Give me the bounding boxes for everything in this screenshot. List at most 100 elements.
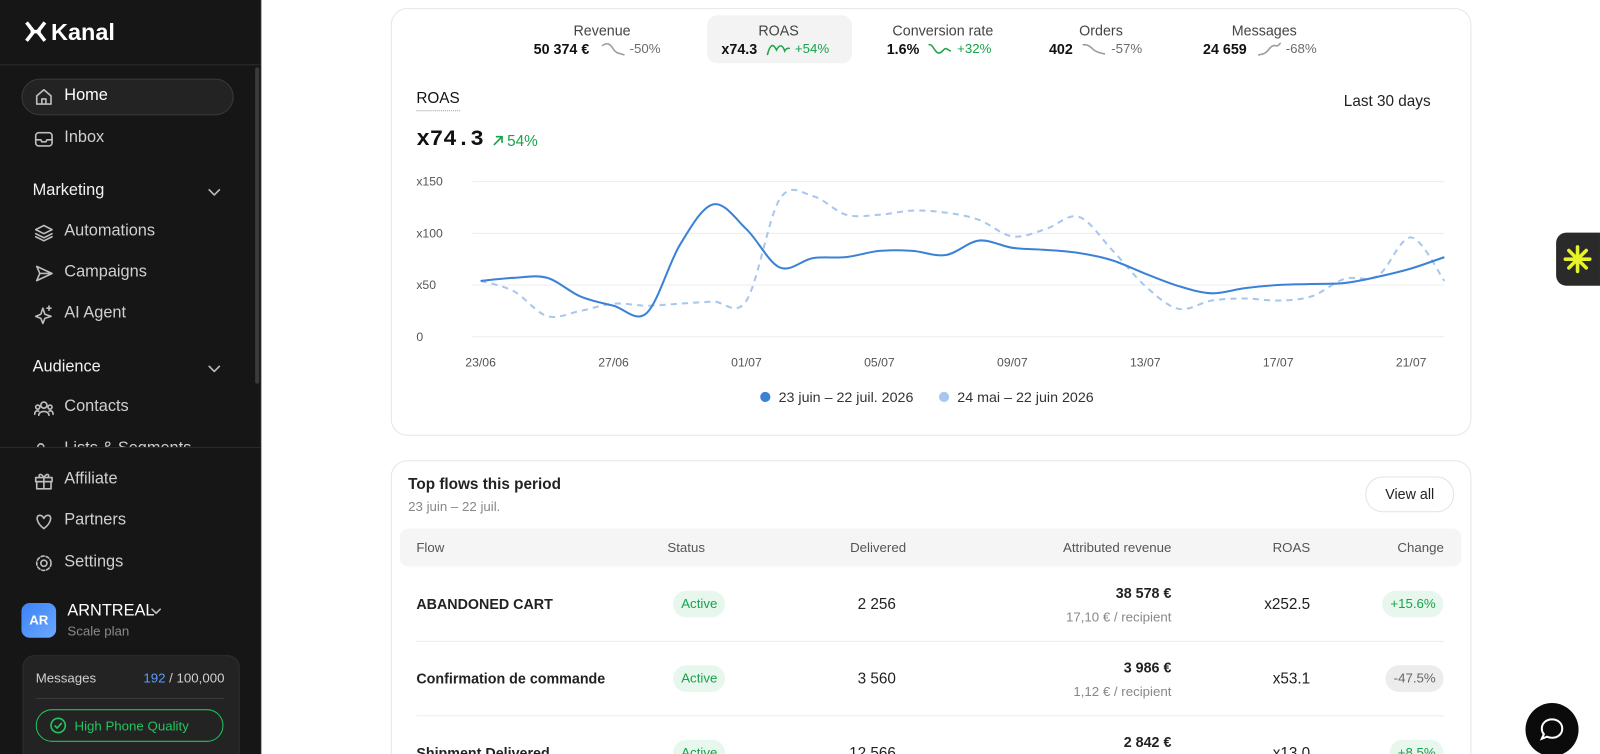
icon-part xyxy=(151,608,162,615)
metric-label[interactable]: Revenue xyxy=(573,22,631,39)
legend-swatch xyxy=(760,391,771,403)
icon-part xyxy=(766,44,791,56)
icon-settings xyxy=(35,555,52,572)
metric-value: x74.3 xyxy=(721,40,758,58)
column-header: Attributed revenue xyxy=(1063,539,1172,556)
roas: x53.1 xyxy=(1272,670,1311,688)
metric-change: -57% xyxy=(1111,40,1143,57)
change-pill: +8.5% xyxy=(1389,739,1444,754)
icon-part xyxy=(25,21,47,42)
nav-label[interactable]: Partners xyxy=(64,511,126,529)
sidebar: Kanal Home Inbox Marketing Automations C… xyxy=(0,0,262,754)
legend-swatch xyxy=(938,391,950,403)
chevron xyxy=(208,365,221,373)
workspace-name[interactable]: ARNTREAL xyxy=(67,602,155,620)
icon-home xyxy=(35,88,52,105)
y-tick-label: x100 xyxy=(416,226,443,240)
icon-part xyxy=(47,404,53,410)
icon-sparkle xyxy=(34,305,52,325)
icon-part xyxy=(1082,43,1106,55)
column-header: Change xyxy=(1397,539,1444,556)
icon-part xyxy=(50,717,67,734)
sparkline xyxy=(766,44,791,56)
icon-part xyxy=(35,265,53,282)
row-divider xyxy=(416,640,1444,642)
usage-label: Messages xyxy=(35,670,97,686)
icon-part xyxy=(38,473,50,490)
metric-label[interactable]: Conversion rate xyxy=(892,22,994,39)
series-line xyxy=(480,188,1446,318)
nav-label[interactable]: Automations xyxy=(64,222,156,240)
flow-name[interactable]: Confirmation de commande xyxy=(416,670,606,687)
icon-part xyxy=(601,42,625,56)
usage-card xyxy=(22,655,240,754)
section-title[interactable]: Marketing xyxy=(32,181,105,199)
metric-tab-active[interactable] xyxy=(707,15,853,64)
icon-part xyxy=(1539,718,1564,741)
flows-title: Top flows this period xyxy=(408,475,561,493)
delivered: 2 256 xyxy=(857,595,896,614)
x-tick-label: 01/07 xyxy=(731,355,762,369)
nav-label[interactable]: Inbox xyxy=(64,128,105,146)
status-pill: Active xyxy=(673,590,726,618)
nav-label[interactable]: Settings xyxy=(64,553,124,571)
chevron xyxy=(208,188,221,196)
nav-label[interactable]: Home xyxy=(64,86,108,105)
x-tick-label: 27/06 xyxy=(598,355,629,369)
nav-label[interactable]: Contacts xyxy=(64,397,129,416)
sparkline xyxy=(1257,42,1282,56)
metric-label[interactable]: Messages xyxy=(1231,22,1297,39)
metric-value: 402 xyxy=(1048,40,1073,58)
icon-part xyxy=(35,88,52,105)
quality-label[interactable]: High Phone Quality xyxy=(74,718,189,734)
section-title[interactable]: Audience xyxy=(32,358,101,376)
metric-value: 50 374 € xyxy=(533,40,590,58)
icon-part xyxy=(928,43,952,54)
flow-name[interactable]: ABANDONED CART xyxy=(416,595,553,613)
roas: x252.5 xyxy=(1264,595,1311,614)
metric-value: 1.6% xyxy=(886,40,920,58)
flow-name[interactable]: Shipment Delivered xyxy=(416,744,550,754)
icon-part xyxy=(36,514,52,530)
widget-icon xyxy=(1563,245,1592,274)
headline-value: x74.3 xyxy=(416,126,484,153)
metric-change: +54% xyxy=(794,40,830,57)
icon-part xyxy=(34,224,53,242)
y-tick-label: 0 xyxy=(416,330,423,344)
metric-change: -68% xyxy=(1285,40,1317,57)
icon-part xyxy=(1563,245,1592,274)
period-selector[interactable]: Last 30 days xyxy=(1343,92,1431,111)
metric-label[interactable]: Orders xyxy=(1079,22,1123,39)
icon-part xyxy=(1257,42,1282,56)
change-pill: -47.5% xyxy=(1385,665,1444,692)
metric-label[interactable]: ROAS xyxy=(758,22,799,39)
metric-value: 24 659 xyxy=(1203,40,1247,58)
metric-change: -50% xyxy=(629,40,661,57)
headline-change: 54% xyxy=(507,132,538,150)
legend-label: 24 mai – 22 juin 2026 xyxy=(957,390,1093,406)
chat-button[interactable] xyxy=(1525,703,1579,754)
quality-badge[interactable] xyxy=(35,709,224,742)
nav-label[interactable]: Campaigns xyxy=(64,263,147,281)
revenue: 3 986 € xyxy=(1123,659,1172,676)
view-all-button[interactable]: View all xyxy=(1365,476,1455,513)
icon-part xyxy=(39,559,48,568)
table-header xyxy=(399,528,1462,567)
per-recipient: 1,12 € / recipient xyxy=(1073,683,1172,699)
icon-part xyxy=(208,365,221,373)
icon-heart xyxy=(36,514,52,530)
x-tick-label: 17/07 xyxy=(1263,355,1294,369)
nav-item-active[interactable] xyxy=(21,78,234,116)
icon-contacts xyxy=(33,401,54,417)
delivered: 12 566 xyxy=(849,744,896,754)
usage-used: 192 xyxy=(143,670,166,686)
sparkline xyxy=(1082,43,1106,55)
icon-part xyxy=(54,722,63,730)
avatar[interactable]: AR xyxy=(21,603,57,638)
icon-part xyxy=(34,138,53,143)
nav-label[interactable]: AI Agent xyxy=(64,304,127,322)
nav-label[interactable]: Affiliate xyxy=(64,470,118,488)
x-tick-label: 21/07 xyxy=(1396,355,1427,369)
